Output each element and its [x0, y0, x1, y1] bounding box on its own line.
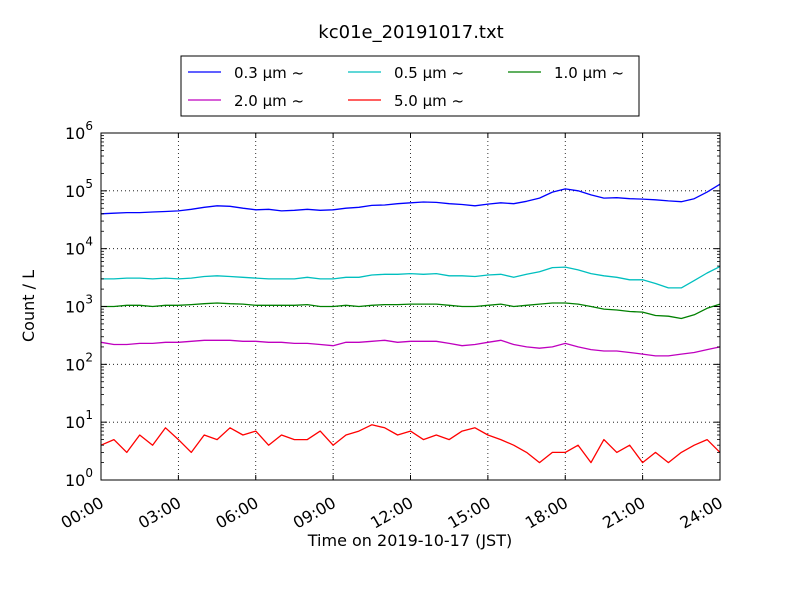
series-line-1 [101, 266, 721, 289]
x-tick-label: 12:00 [367, 493, 416, 533]
x-tick-label: 03:00 [135, 493, 184, 533]
y-tick-label: 101 [65, 408, 93, 432]
y-axis-label: Count / L [19, 270, 38, 342]
series-line-3 [100, 339, 721, 357]
x-tick-label: 15:00 [444, 493, 493, 533]
x-tick-label: 00:00 [58, 493, 107, 533]
y-tick-label: 104 [65, 235, 93, 259]
y-tick-label: 100 [65, 466, 93, 490]
legend: 0.3 µm ~ 0.5 µm ~ 1.0 µm ~ 2.0 µm ~ 5.0 µm ~ [180, 55, 640, 117]
x-tick-label: 18:00 [522, 493, 571, 533]
y-tick-label: 106 [65, 119, 93, 143]
legend-label-1: 0.5 µm ~ [394, 64, 464, 82]
legend-label-4: 5.0 µm ~ [394, 92, 464, 110]
y-tick-label: 103 [65, 293, 93, 317]
legend-frame [180, 55, 640, 117]
x-tick-label: 21:00 [599, 493, 648, 533]
grid [101, 133, 720, 480]
chart-title: kc01e_20191017.txt [318, 22, 503, 43]
series-line-2 [101, 302, 721, 320]
x-tick-label: 06:00 [212, 493, 261, 533]
x-axis-label: Time on 2019-10-17 (JST) [307, 531, 512, 550]
legend-label-2: 1.0 µm ~ [554, 64, 624, 82]
legend-label-0: 0.3 µm ~ [234, 64, 304, 82]
legend-label-3: 2.0 µm ~ [234, 92, 304, 110]
series-layer [100, 183, 721, 464]
ticks: 00:00 03:00 06:00 09:00 12:00 15:00 18:00 21:00… [58, 119, 726, 533]
series-line-0 [100, 183, 721, 215]
x-tick-label: 09:00 [290, 493, 339, 533]
series-line-4 [100, 424, 721, 464]
x-tick-label: 24:00 [677, 493, 726, 533]
y-tick-label: 102 [65, 350, 93, 374]
y-tick-label: 105 [65, 177, 93, 201]
